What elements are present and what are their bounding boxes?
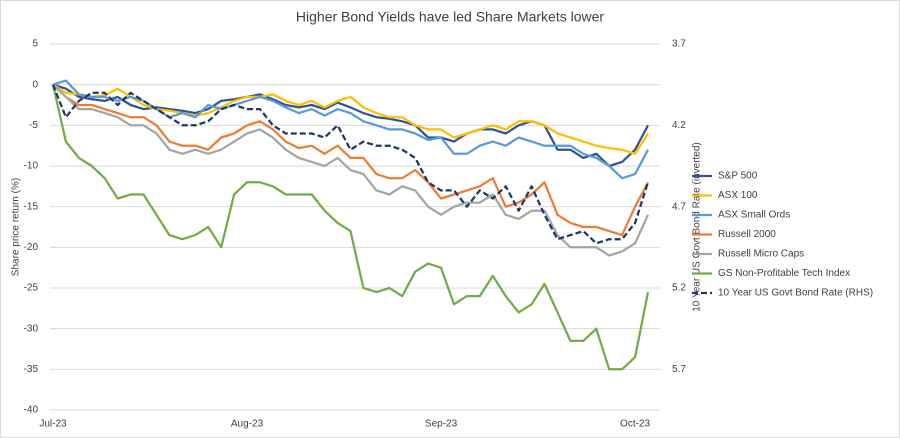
series-line <box>51 84 650 245</box>
y2-tick-label: 3.7 <box>672 39 686 50</box>
legend-label: Russell 2000 <box>718 229 776 240</box>
series-line <box>52 83 649 237</box>
x-tick-label: Jul-23 <box>39 419 67 430</box>
legend-label: GS Non-Profitable Tech Index <box>718 268 850 279</box>
x-tick-label: Oct-23 <box>620 419 650 430</box>
y-axis-title: Share price return (%) <box>11 178 22 276</box>
x-tick-label: Sep-23 <box>425 419 458 430</box>
y-tick-label: -15 <box>24 201 39 212</box>
series-line <box>51 84 650 371</box>
y-tick-label: -30 <box>24 323 39 334</box>
y2-tick-label: 5.2 <box>672 283 686 294</box>
y2-tick-label: 4.2 <box>672 120 686 131</box>
y-tick-label: -5 <box>29 120 38 131</box>
y-tick-label: 0 <box>32 79 38 90</box>
y-tick-label: -20 <box>24 242 39 253</box>
y-tick-label: -10 <box>24 161 39 172</box>
y2-axis-title: 10 Year US Govt Bond Rate (inverted) <box>692 142 703 312</box>
legend-label: ASX Small Ords <box>718 210 790 221</box>
y-tick-label: -35 <box>24 364 39 375</box>
y2-tick-label: 4.7 <box>672 201 686 212</box>
y-tick-label: 5 <box>32 39 38 50</box>
series-line <box>52 83 650 257</box>
y-tick-label: -40 <box>24 405 39 416</box>
legend-label: S&P 500 <box>718 171 758 182</box>
chart-title: Higher Bond Yields have led Share Market… <box>296 9 605 25</box>
y2-tick-label: 5.7 <box>672 364 686 375</box>
legend-label: ASX 100 <box>718 190 758 201</box>
legend-label: Russell Micro Caps <box>718 249 804 260</box>
x-tick-label: Aug-23 <box>231 419 264 430</box>
y-tick-label: -25 <box>24 283 39 294</box>
legend-label: 10 Year US Govt Bond Rate (RHS) <box>718 288 873 299</box>
series-line <box>52 83 649 155</box>
